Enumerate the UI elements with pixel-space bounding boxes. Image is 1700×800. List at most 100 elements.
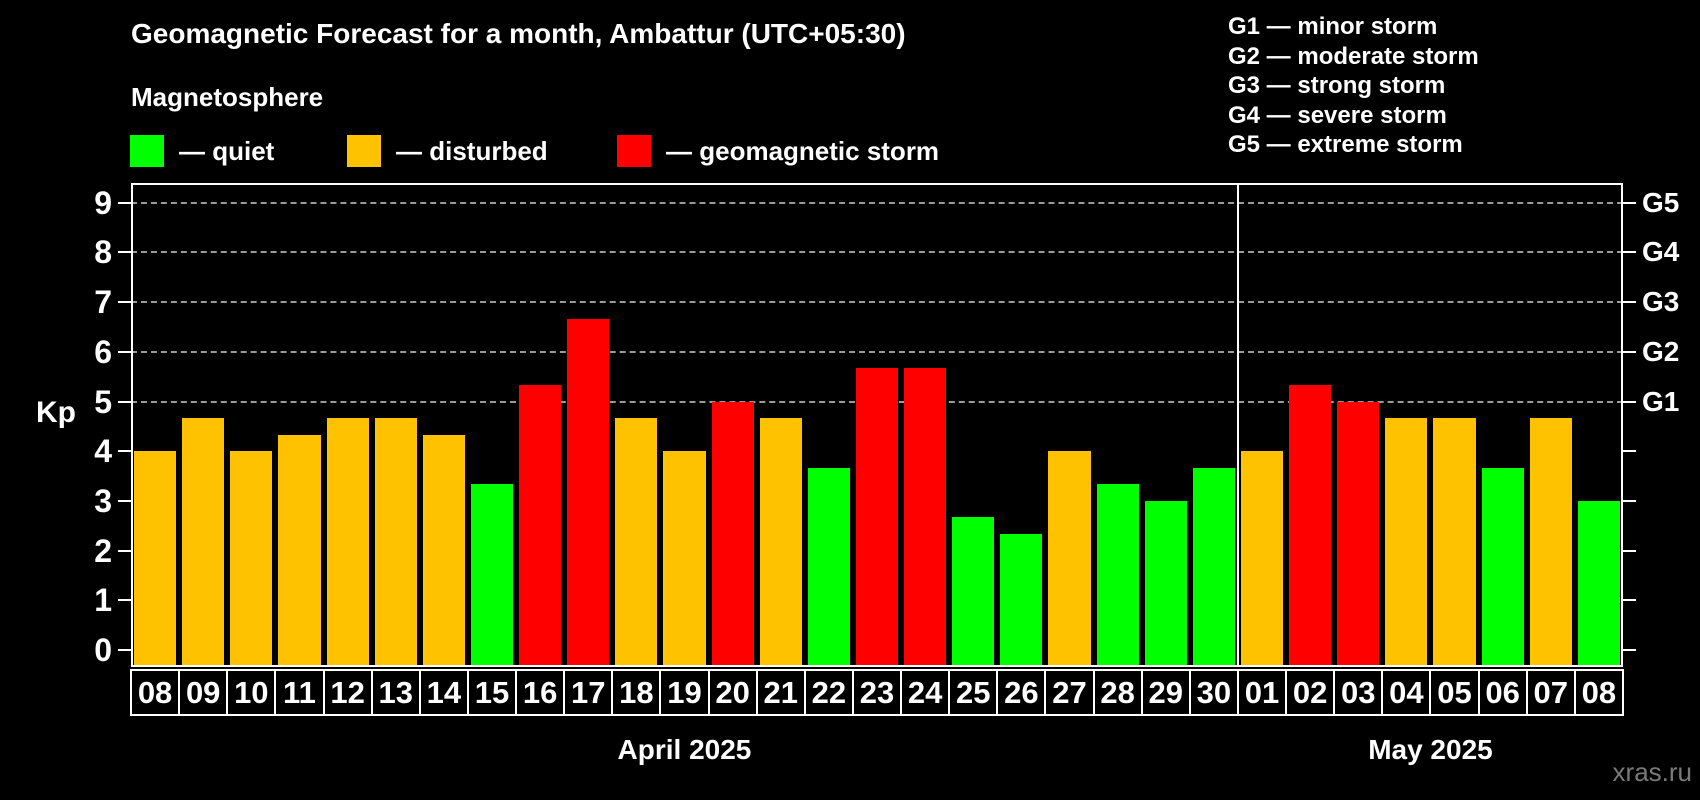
kp-bar-17 xyxy=(567,318,610,667)
kp-bar-06 xyxy=(1481,467,1524,667)
legend-label: — disturbed xyxy=(396,135,548,166)
kp-bar-25 xyxy=(952,517,995,667)
y-tick-label-5: 5 xyxy=(94,383,112,420)
day-label-03: 03 xyxy=(1333,669,1384,716)
kp-bar-18 xyxy=(615,417,658,667)
y-tick-right-0 xyxy=(1623,649,1636,651)
g-scale-label-G4: G4 xyxy=(1642,236,1680,268)
y-tick-label-3: 3 xyxy=(94,482,112,519)
g-scale-label-G5: G5 xyxy=(1642,186,1680,218)
gridline-kp7 xyxy=(131,301,1623,304)
day-label-21: 21 xyxy=(755,669,806,716)
y-tick-right-1 xyxy=(1623,599,1636,602)
g-scale-label-G3: G3 xyxy=(1642,286,1680,318)
day-label-07: 07 xyxy=(1525,669,1576,716)
y-tick-label-6: 6 xyxy=(94,333,112,370)
legend-label: — geomagnetic storm xyxy=(666,135,940,166)
kp-bar-08 xyxy=(134,451,177,667)
day-label-06: 06 xyxy=(1477,669,1528,716)
y-tick-right-4 xyxy=(1623,450,1636,453)
y-tick-right-7 xyxy=(1623,301,1636,304)
y-tick-right-2 xyxy=(1623,549,1636,552)
plot-area xyxy=(131,183,1623,667)
gridline-kp6 xyxy=(131,350,1623,353)
day-label-18: 18 xyxy=(611,669,662,716)
day-label-11: 11 xyxy=(274,669,325,716)
kp-bar-15 xyxy=(470,484,514,667)
y-tick-left-9 xyxy=(118,201,131,204)
kp-bar-14 xyxy=(422,434,465,667)
page-title: Geomagnetic Forecast for a month, Ambatt… xyxy=(131,18,906,49)
kp-bar-09 xyxy=(182,417,225,667)
kp-bar-05 xyxy=(1433,417,1476,667)
y-tick-left-2 xyxy=(118,549,131,552)
y-tick-left-5 xyxy=(118,400,131,403)
kp-bar-21 xyxy=(759,417,802,667)
day-label-30: 30 xyxy=(1188,669,1239,716)
y-tick-left-6 xyxy=(118,350,131,353)
gridline-kp9 xyxy=(131,201,1623,204)
y-tick-left-1 xyxy=(118,599,131,602)
storm-scale-line: G5 — extreme storm xyxy=(1228,131,1463,158)
day-label-17: 17 xyxy=(563,669,614,716)
day-label-08: 08 xyxy=(130,669,181,716)
kp-bar-07 xyxy=(1529,417,1572,667)
disturbed-swatch xyxy=(347,135,381,167)
kp-bar-23 xyxy=(855,368,899,667)
kp-bar-19 xyxy=(663,451,706,667)
storm-scale-line: G2 — moderate storm xyxy=(1228,42,1479,70)
plot-border xyxy=(131,183,1623,667)
y-axis-title: Kp xyxy=(36,396,76,429)
kp-bar-08 xyxy=(1577,500,1620,667)
day-label-04: 04 xyxy=(1381,669,1432,716)
kp-bar-24 xyxy=(904,368,947,667)
y-tick-right-5 xyxy=(1623,400,1636,403)
day-label-01: 01 xyxy=(1236,669,1288,716)
kp-bar-27 xyxy=(1048,451,1091,667)
day-label-20: 20 xyxy=(707,669,758,716)
quiet-swatch xyxy=(130,135,164,167)
day-label-08: 08 xyxy=(1573,669,1624,716)
kp-bar-11 xyxy=(278,434,321,667)
day-label-09: 09 xyxy=(178,669,229,716)
gridline-kp8 xyxy=(131,251,1623,254)
g-scale-label-G1: G1 xyxy=(1642,385,1680,417)
storm-scale-line: G4 — severe storm xyxy=(1228,101,1447,129)
kp-bar-13 xyxy=(374,417,417,667)
day-label-05: 05 xyxy=(1429,669,1480,716)
storm-scale-legend: G1 — minor storm G2 — moderate storm G3 — … xyxy=(1228,12,1479,160)
kp-bar-20 xyxy=(711,401,754,667)
y-tick-right-3 xyxy=(1623,499,1636,502)
kp-bar-29 xyxy=(1144,500,1187,667)
kp-bar-26 xyxy=(1000,534,1043,667)
storm-swatch xyxy=(617,135,651,167)
legend-item: — quiet xyxy=(130,134,274,168)
y-tick-left-7 xyxy=(118,301,131,304)
kp-bar-04 xyxy=(1385,417,1428,667)
day-label-28: 28 xyxy=(1092,669,1143,716)
day-label-13: 13 xyxy=(370,669,421,716)
day-label-14: 14 xyxy=(418,669,469,716)
y-tick-right-9 xyxy=(1623,201,1636,204)
day-label-26: 26 xyxy=(996,669,1047,716)
y-tick-left-8 xyxy=(118,251,131,254)
y-tick-label-8: 8 xyxy=(94,234,112,271)
day-label-16: 16 xyxy=(515,669,566,716)
y-tick-left-3 xyxy=(118,499,131,502)
y-tick-label-7: 7 xyxy=(94,284,112,321)
kp-bar-30 xyxy=(1192,467,1235,667)
kp-bar-22 xyxy=(807,467,850,667)
chart-subtitle: Magnetosphere xyxy=(131,82,324,112)
legend-item: — geomagnetic storm xyxy=(617,134,939,168)
y-tick-label-2: 2 xyxy=(94,532,112,569)
legend-label: — quiet xyxy=(179,135,275,166)
kp-bar-12 xyxy=(326,417,369,667)
day-label-24: 24 xyxy=(900,669,951,716)
day-label-25: 25 xyxy=(948,669,999,716)
day-label-10: 10 xyxy=(226,669,277,716)
day-label-29: 29 xyxy=(1140,669,1191,716)
watermark: xras.ru xyxy=(1612,757,1692,787)
y-tick-label-1: 1 xyxy=(94,582,112,619)
